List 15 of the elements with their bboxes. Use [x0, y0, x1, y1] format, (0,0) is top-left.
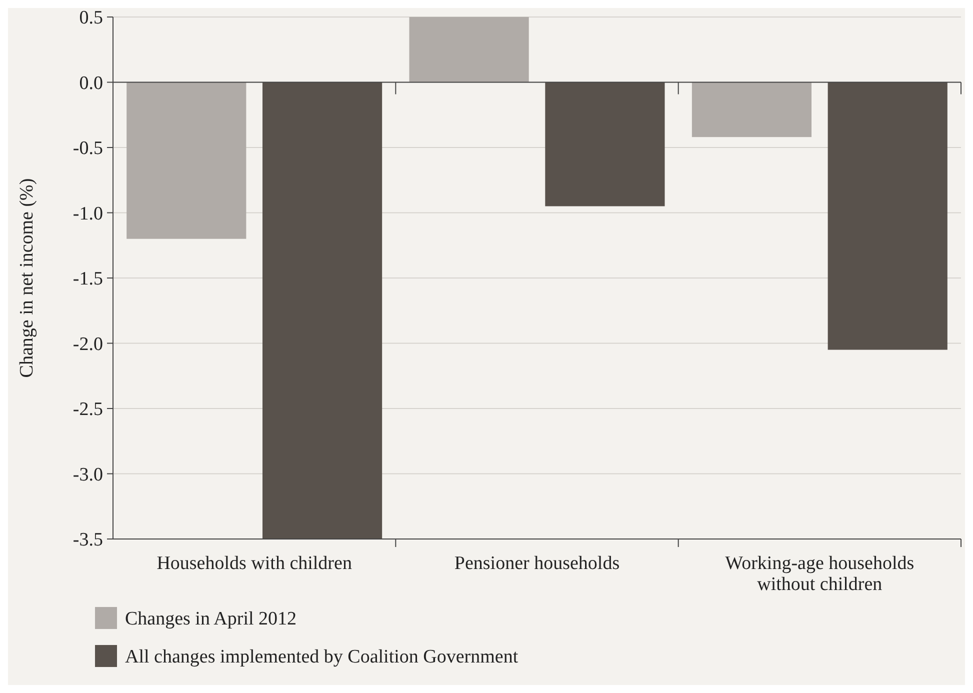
x-tick-label: Pensioner households: [454, 553, 620, 574]
y-tick-label: -3.0: [72, 464, 103, 486]
legend-label: Changes in April 2012: [125, 608, 297, 630]
y-tick-label: -2.5: [72, 399, 103, 420]
y-tick-label: -1.5: [72, 268, 103, 290]
legend-label: All changes implemented by Coalition Government: [125, 646, 519, 668]
y-tick-label: 0.5: [79, 8, 103, 29]
y-axis-title: Change in net income (%): [16, 178, 38, 378]
y-tick-label: 0.0: [79, 72, 103, 94]
x-tick-label: Working-age households without children: [725, 553, 914, 595]
y-tick-label: -2.0: [72, 334, 103, 355]
x-tick-label: Households with children: [156, 553, 352, 574]
y-tick-label: -0.5: [72, 138, 103, 160]
y-tick-label: -1.0: [72, 203, 103, 224]
y-tick-label: -3.5: [72, 530, 103, 551]
